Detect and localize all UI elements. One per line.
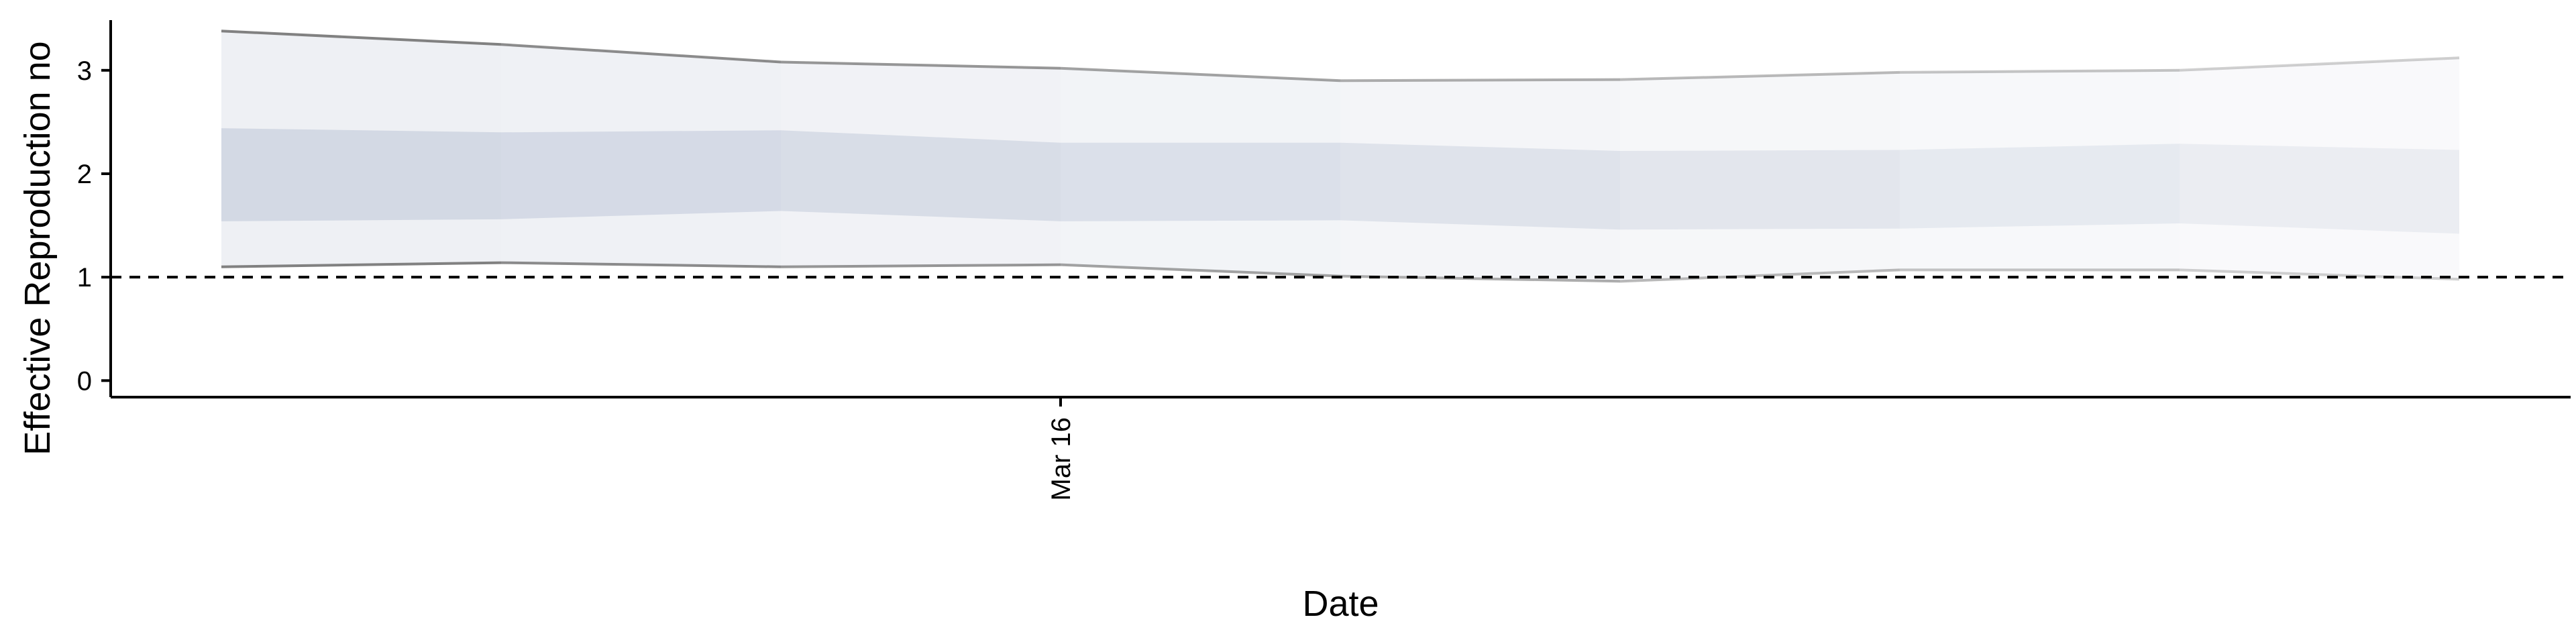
outer-lower-line-segment (780, 263, 1061, 268)
inner-band-segment (501, 130, 781, 219)
outer-band-segment (2180, 58, 2459, 280)
interval-boundary-lines (221, 30, 2460, 283)
x-axis-ticks: Mar 16 (1046, 397, 1076, 501)
outer-upper-line-segment (780, 60, 1061, 70)
outer-upper-line-segment (500, 43, 782, 64)
outer-upper-line-segment (2179, 56, 2460, 72)
outer-band-segment (1900, 70, 2180, 270)
x-tick-label: Mar 16 (1046, 417, 1076, 501)
y-axis-ticks: 0 1 2 3 (77, 56, 111, 396)
inner-band-segment (1900, 144, 2180, 229)
outer-lower-line-segment (500, 261, 782, 268)
outer-lower-line-segment (1060, 263, 1341, 278)
y-tick-label: 1 (77, 263, 92, 292)
inner-band-segment (2180, 144, 2459, 234)
x-axis-title: Date (1302, 584, 1379, 624)
inner-band-segment (1061, 142, 1340, 221)
y-tick-label: 3 (77, 56, 92, 86)
outer-upper-line-segment (221, 30, 502, 46)
outer-upper-line-segment (1899, 68, 2180, 74)
outer-lower-line-segment (221, 261, 502, 268)
y-tick-label: 0 (77, 366, 92, 396)
outer-upper-line-segment (1619, 70, 1900, 81)
y-axis-title: Effective Reproduction no (17, 41, 58, 455)
inner-band-segment (1340, 142, 1620, 230)
outer-lower-line-segment (1619, 268, 1900, 283)
outer-upper-line-segment (1060, 66, 1341, 83)
inner-band-segment (781, 130, 1061, 221)
outer-lower-line-segment (1340, 274, 1621, 283)
outer-upper-line-segment (1340, 78, 1621, 83)
inner-band-segment (1620, 150, 1900, 230)
credible-interval-bands (221, 31, 2459, 282)
y-tick-label: 2 (77, 160, 92, 189)
inner-band-segment (221, 128, 501, 221)
